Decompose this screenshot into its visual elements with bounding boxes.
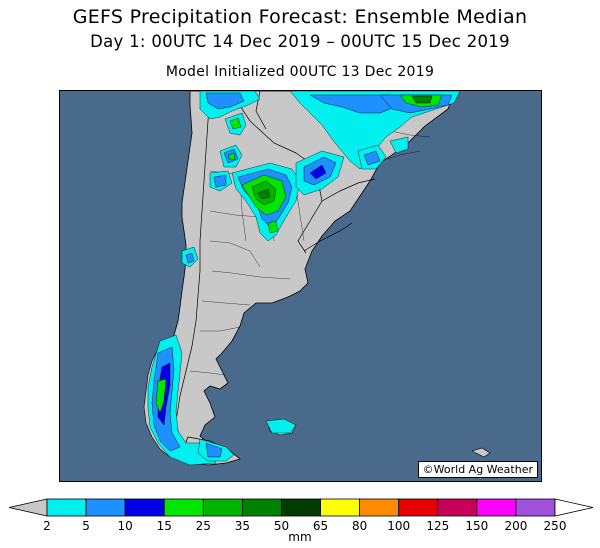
legend-color-box xyxy=(515,498,556,517)
legend-color-box xyxy=(359,498,400,517)
legend-threshold-label: 5 xyxy=(82,519,90,533)
legend-threshold-label: 50 xyxy=(274,519,289,533)
forecast-period: Day 1: 00UTC 14 Dec 2019 – 00UTC 15 Dec … xyxy=(90,32,510,51)
legend-color-box xyxy=(398,498,439,517)
precip-map: ©World Ag Weather xyxy=(59,90,542,482)
legend-threshold-label: 35 xyxy=(235,519,250,533)
legend-color-box xyxy=(437,498,478,517)
legend-threshold-label: 80 xyxy=(352,519,367,533)
legend-threshold-label: 250 xyxy=(544,519,567,533)
legend-color-box xyxy=(281,498,321,517)
legend-threshold-label: 10 xyxy=(118,519,133,533)
legend-color-box xyxy=(320,498,361,517)
legend-units: mm xyxy=(288,530,312,544)
legend-threshold-label: 65 xyxy=(313,519,328,533)
precip-central xyxy=(181,144,345,268)
legend-color-box xyxy=(202,498,243,517)
legend-threshold-label: 200 xyxy=(504,519,527,533)
color-legend: 2 5 10 15 25 35 50 65 80 100 125 150 200 250 xyxy=(8,498,594,533)
legend-color-box xyxy=(476,498,517,517)
map-title: GEFS Precipitation Forecast: Ensemble Me… xyxy=(72,6,528,28)
legend-color-box xyxy=(46,498,87,517)
legend-threshold-label: 125 xyxy=(426,519,449,533)
precip-north xyxy=(199,91,461,170)
legend-color-box xyxy=(163,498,204,517)
land-south-georgia xyxy=(471,447,491,458)
land-south-america xyxy=(159,91,456,462)
legend-threshold-label: 100 xyxy=(387,519,410,533)
legend-threshold-label: 15 xyxy=(157,519,172,533)
credit-label: ©World Ag Weather xyxy=(417,461,538,478)
legend-color-box xyxy=(241,498,282,517)
legend-threshold-label: 150 xyxy=(465,519,488,533)
legend-color-boxes xyxy=(8,498,594,517)
map-canvas xyxy=(143,91,491,466)
legend-threshold-label: 2 xyxy=(43,519,51,533)
legend-color-box xyxy=(85,498,126,517)
legend-over-triangle xyxy=(554,498,594,517)
legend-color-box xyxy=(124,498,165,517)
legend-labels: 2 5 10 15 25 35 50 65 80 100 125 150 200 250 xyxy=(43,519,566,533)
legend-threshold-label: 25 xyxy=(196,519,211,533)
legend-under-triangle xyxy=(8,498,48,517)
precip-patagonia xyxy=(147,334,297,466)
model-init-time: Model Initialized 00UTC 13 Dec 2019 xyxy=(165,64,435,80)
